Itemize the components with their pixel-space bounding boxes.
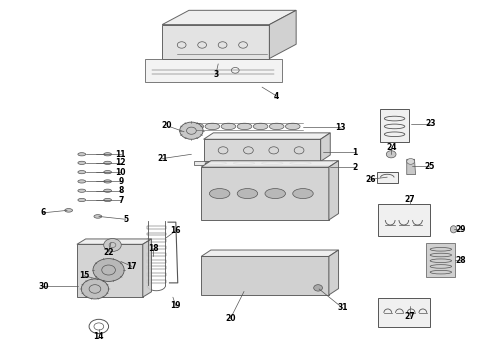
- Ellipse shape: [265, 189, 286, 199]
- Text: 2: 2: [352, 163, 357, 172]
- Polygon shape: [201, 250, 339, 256]
- Bar: [377, 203, 430, 237]
- Text: 4: 4: [274, 91, 279, 100]
- Polygon shape: [77, 239, 151, 244]
- Bar: [147, 266, 166, 269]
- Ellipse shape: [270, 123, 284, 130]
- Bar: [377, 298, 430, 327]
- Text: 11: 11: [116, 150, 126, 159]
- Bar: [147, 246, 166, 249]
- Bar: [147, 233, 166, 235]
- Text: 24: 24: [386, 143, 396, 152]
- Ellipse shape: [104, 198, 112, 202]
- Polygon shape: [407, 159, 416, 175]
- Polygon shape: [201, 167, 329, 220]
- Polygon shape: [162, 24, 270, 59]
- Ellipse shape: [221, 123, 236, 130]
- Ellipse shape: [237, 189, 258, 199]
- Text: 1: 1: [352, 148, 357, 157]
- Text: 27: 27: [404, 195, 415, 204]
- Text: 31: 31: [337, 303, 348, 312]
- Ellipse shape: [104, 189, 112, 192]
- Text: 21: 21: [157, 154, 168, 163]
- Ellipse shape: [293, 189, 313, 199]
- Text: 29: 29: [455, 225, 466, 234]
- Text: 20: 20: [162, 121, 172, 130]
- Text: 9: 9: [118, 177, 123, 186]
- Ellipse shape: [78, 153, 86, 156]
- Polygon shape: [145, 59, 282, 82]
- Text: 26: 26: [366, 175, 376, 184]
- Text: 25: 25: [424, 162, 434, 171]
- Ellipse shape: [78, 180, 86, 183]
- Ellipse shape: [189, 123, 203, 130]
- Ellipse shape: [237, 123, 252, 130]
- Ellipse shape: [104, 153, 112, 156]
- Text: 5: 5: [123, 215, 128, 224]
- Bar: [147, 253, 166, 256]
- Text: 3: 3: [213, 70, 219, 79]
- Bar: [426, 243, 456, 277]
- Text: 28: 28: [455, 256, 466, 265]
- Circle shape: [407, 158, 415, 164]
- Polygon shape: [162, 10, 296, 24]
- Text: 15: 15: [79, 271, 89, 280]
- Text: 10: 10: [116, 168, 126, 177]
- Ellipse shape: [78, 161, 86, 165]
- Polygon shape: [77, 244, 143, 297]
- Text: 23: 23: [425, 119, 436, 128]
- Circle shape: [81, 279, 109, 299]
- Circle shape: [386, 151, 396, 158]
- Text: 30: 30: [39, 282, 49, 291]
- Bar: [376, 172, 398, 183]
- Text: 7: 7: [118, 195, 123, 204]
- Text: 16: 16: [171, 226, 181, 235]
- Circle shape: [93, 258, 124, 282]
- Text: 18: 18: [148, 244, 159, 253]
- Ellipse shape: [94, 215, 102, 218]
- Text: 6: 6: [40, 208, 46, 217]
- Polygon shape: [201, 256, 329, 295]
- Polygon shape: [143, 239, 151, 297]
- Polygon shape: [194, 161, 332, 165]
- Text: 8: 8: [118, 186, 123, 195]
- Text: 17: 17: [126, 262, 137, 271]
- Bar: [147, 280, 166, 283]
- Ellipse shape: [78, 171, 86, 174]
- Bar: [147, 239, 166, 242]
- Ellipse shape: [104, 180, 112, 183]
- Text: 14: 14: [94, 332, 104, 341]
- Circle shape: [314, 285, 322, 291]
- Ellipse shape: [104, 161, 112, 165]
- Text: 13: 13: [335, 123, 345, 132]
- Polygon shape: [329, 250, 339, 295]
- Ellipse shape: [65, 208, 73, 212]
- Text: 20: 20: [225, 314, 236, 323]
- Polygon shape: [320, 133, 330, 161]
- Polygon shape: [329, 161, 339, 220]
- Bar: [380, 109, 409, 143]
- Polygon shape: [201, 161, 339, 167]
- Text: 27: 27: [404, 312, 415, 321]
- Bar: [147, 226, 166, 229]
- Bar: [147, 273, 166, 276]
- Text: 22: 22: [103, 248, 114, 257]
- Ellipse shape: [78, 198, 86, 202]
- Ellipse shape: [205, 123, 220, 130]
- Ellipse shape: [286, 123, 300, 130]
- Circle shape: [180, 122, 203, 139]
- Polygon shape: [203, 139, 320, 161]
- Text: 19: 19: [171, 301, 181, 310]
- Ellipse shape: [450, 226, 457, 233]
- Ellipse shape: [209, 189, 230, 199]
- Polygon shape: [203, 133, 330, 139]
- Ellipse shape: [253, 123, 268, 130]
- Ellipse shape: [104, 171, 112, 174]
- Circle shape: [104, 239, 121, 251]
- Polygon shape: [270, 10, 296, 59]
- Ellipse shape: [78, 189, 86, 192]
- Bar: [147, 260, 166, 262]
- Text: 12: 12: [116, 158, 126, 167]
